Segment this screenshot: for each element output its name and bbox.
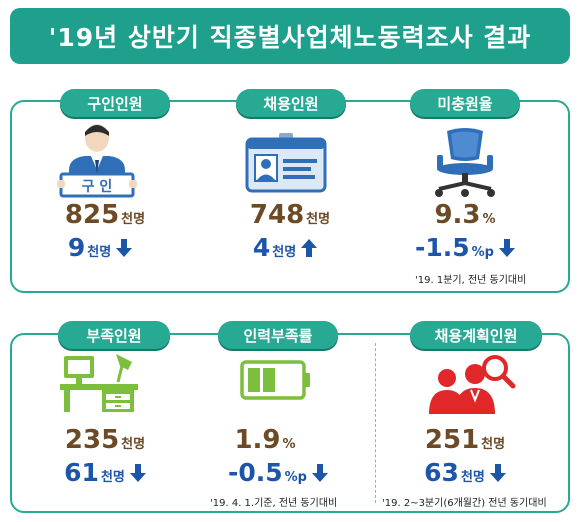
label-pill-unfilled-rate: 미충원율 [410,89,520,117]
hiring-plan-value: 251 천명 [375,425,555,455]
job-openings-number: 825 [64,200,120,230]
hires-change-unit: 천명 [272,245,297,260]
arrow-down-icon [116,238,133,257]
label-pill-shortage: 부족인원 [58,321,170,349]
low-battery-icon [240,360,310,400]
arrow-down-icon [312,463,328,482]
shortage-change: 61 천명 [15,458,195,487]
label-pill-shortage-rate: 인력부족률 [218,321,338,349]
pill-label: 채용인원 [263,94,319,113]
shortage-rate-change-number: -0.5 [227,458,283,487]
top-footnote: '19. 1분기, 전년 동기대비 [415,275,527,286]
sign-text: 구 인 [82,178,113,195]
hiring-plan-unit: 천명 [481,437,506,452]
arrow-down-icon [489,463,506,482]
unfilled-rate-change-number: -1.5 [414,233,470,262]
hires-change: 4 천명 [195,233,375,262]
shortage-change-number: 61 [64,458,99,487]
page-title: '19년 상반기 직종별사업체노동력조사 결과 [48,23,532,52]
panel-divider [375,343,376,503]
hires-change-number: 4 [252,233,271,262]
hiring-plan-change-unit: 천명 [460,470,485,485]
job-openings-change-unit: 천명 [87,245,112,260]
unfilled-rate-change-unit: %p [471,245,494,260]
arrow-up-icon [301,238,318,257]
arrow-down-icon [499,238,515,257]
label-pill-job-openings: 구인인원 [60,89,170,117]
person-with-sign-icon: 구 인 [57,124,137,198]
shortage-unit: 천명 [121,437,146,452]
office-desk-icon [60,354,138,412]
recruitment-search-icon [429,355,516,414]
job-openings-change: 9 천명 [10,233,190,262]
unfilled-rate-unit: % [482,212,496,227]
shortage-rate-change-unit: %p [284,470,307,485]
shortage-rate-unit: % [282,437,296,452]
office-chair-icon [435,128,495,197]
job-openings-value: 825 천명 [15,200,195,230]
unfilled-rate-value: 9.3 % [375,200,555,230]
hiring-plan-change-number: 63 [424,458,459,487]
hires-unit: 천명 [306,212,331,227]
pill-label: 미충원율 [437,94,493,113]
shortage-rate-change: -0.5 %p [188,458,368,487]
hires-number: 748 [249,200,305,230]
bottom-left-footnote: '19. 4. 1.기준, 전년 동기대비 [210,498,338,509]
shortage-number: 235 [64,425,120,455]
pill-label: 구인인원 [87,94,143,113]
label-pill-hiring-plan: 채용계획인원 [410,321,542,349]
pill-label: 부족인원 [86,326,142,345]
label-pill-hires: 채용인원 [236,89,346,117]
hiring-plan-change: 63 천명 [375,458,555,487]
hiring-plan-number: 251 [424,425,480,455]
hires-value: 748 천명 [200,200,380,230]
id-card-icon [245,133,327,193]
job-openings-unit: 천명 [121,212,146,227]
shortage-rate-value: 1.9 % [175,425,355,455]
shortage-change-unit: 천명 [100,470,125,485]
job-openings-change-number: 9 [67,233,86,262]
bottom-right-footnote: '19. 2~3분기(6개월간) 전년 동기대비 [382,498,547,509]
shortage-rate-number: 1.9 [234,425,281,455]
title-banner: '19년 상반기 직종별사업체노동력조사 결과 [10,8,570,64]
pill-label: 인력부족률 [243,326,313,345]
arrow-down-icon [129,463,146,482]
unfilled-rate-number: 9.3 [434,200,481,230]
pill-label: 채용계획인원 [434,326,518,345]
unfilled-rate-change: -1.5 %p [375,233,555,262]
shortage-value: 235 천명 [15,425,195,455]
